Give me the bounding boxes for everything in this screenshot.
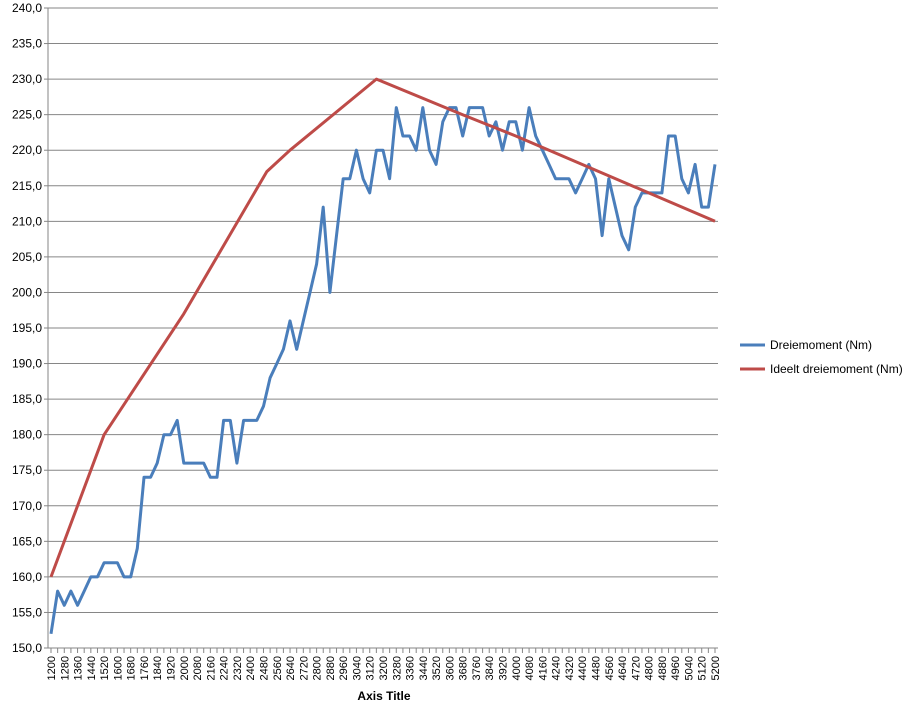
x-tick-label: 3600 bbox=[444, 656, 456, 680]
x-tick-label: 4960 bbox=[670, 656, 682, 680]
x-tick-label: 4800 bbox=[644, 656, 656, 680]
x-tick-label: 1200 bbox=[46, 656, 58, 680]
x-tick-label: 4720 bbox=[630, 656, 642, 680]
x-tick-label: 5200 bbox=[710, 656, 722, 680]
x-tick-label: 3520 bbox=[431, 656, 443, 680]
x-tick-label: 2320 bbox=[232, 656, 244, 680]
x-tick-label: 1760 bbox=[139, 656, 151, 680]
x-tick-label: 3680 bbox=[458, 656, 470, 680]
y-tick-label: 195,0 bbox=[12, 321, 42, 335]
x-tick-label: 3360 bbox=[405, 656, 417, 680]
y-tick-label: 155,0 bbox=[12, 605, 42, 619]
gridlines bbox=[48, 7, 718, 613]
x-tick-label: 4480 bbox=[590, 656, 602, 680]
x-axis-tick-labels: 1200 1280 1360 1440 1520 1600 1680 1760 1840 1920… bbox=[46, 648, 722, 680]
y-tick-label: 205,0 bbox=[12, 250, 42, 264]
y-tick-label: 225,0 bbox=[12, 108, 42, 122]
x-tick-label: 4320 bbox=[564, 656, 576, 680]
x-tick-label: 3440 bbox=[418, 656, 430, 680]
y-tick-label: 200,0 bbox=[12, 285, 42, 299]
x-tick-label: 3120 bbox=[365, 656, 377, 680]
x-tick-label: 3280 bbox=[391, 656, 403, 680]
y-tick-label: 160,0 bbox=[12, 570, 42, 584]
x-tick-label: 4160 bbox=[537, 656, 549, 680]
y-tick-label: 170,0 bbox=[12, 499, 42, 513]
x-tick-label: 4240 bbox=[551, 656, 563, 680]
x-tick-label: 4080 bbox=[524, 656, 536, 680]
legend-label-dreiemoment: Dreiemoment (Nm) bbox=[770, 338, 872, 352]
x-tick-label: 2400 bbox=[245, 656, 257, 680]
x-tick-label: 2560 bbox=[272, 656, 284, 680]
y-tick-label: 220,0 bbox=[12, 143, 42, 157]
y-tick-label: 175,0 bbox=[12, 463, 42, 477]
x-tick-label: 3040 bbox=[351, 656, 363, 680]
y-tick-label: 215,0 bbox=[12, 179, 42, 193]
series-line-ideelt-dreiemoment bbox=[49, 77, 716, 578]
axes bbox=[47, 8, 718, 649]
x-tick-label: 4000 bbox=[511, 656, 523, 680]
x-tick-label: 4400 bbox=[577, 656, 589, 680]
x-tick-label: 2640 bbox=[285, 656, 297, 680]
x-tick-label: 1360 bbox=[73, 656, 85, 680]
x-tick-label: 2480 bbox=[258, 656, 270, 680]
y-tick-label: 180,0 bbox=[12, 428, 42, 442]
series-lines bbox=[49, 77, 717, 635]
legend: Dreiemoment (Nm) Ideelt dreiemoment (Nm) bbox=[740, 338, 903, 376]
y-tick-label: 210,0 bbox=[12, 214, 42, 228]
x-tick-label: 2880 bbox=[325, 656, 337, 680]
x-tick-label: 2720 bbox=[298, 656, 310, 680]
x-tick-label: 1840 bbox=[152, 656, 164, 680]
x-tick-label: 2240 bbox=[219, 656, 231, 680]
x-tick-label: 3840 bbox=[484, 656, 496, 680]
x-tick-label: 1520 bbox=[99, 656, 111, 680]
series-line-dreiemoment bbox=[49, 106, 717, 635]
x-tick-label: 2960 bbox=[338, 656, 350, 680]
y-tick-label: 185,0 bbox=[12, 392, 42, 406]
x-tick-label: 1280 bbox=[59, 656, 71, 680]
y-axis-tick-labels: 150,0 155,0 160,0 165,0 170,0 175,0 180,0 185,0… bbox=[12, 1, 48, 655]
x-tick-label: 3920 bbox=[498, 656, 510, 680]
x-tick-label: 1600 bbox=[112, 656, 124, 680]
x-tick-label: 3200 bbox=[378, 656, 390, 680]
y-tick-label: 150,0 bbox=[12, 641, 42, 655]
x-tick-label: 2000 bbox=[179, 656, 191, 680]
x-tick-label: 2800 bbox=[312, 656, 324, 680]
x-axis-title: Axis Title bbox=[357, 689, 410, 703]
x-tick-label: 4880 bbox=[657, 656, 669, 680]
x-tick-label: 2160 bbox=[205, 656, 217, 680]
y-tick-label: 235,0 bbox=[12, 37, 42, 51]
x-tick-label: 4560 bbox=[604, 656, 616, 680]
x-tick-label: 1440 bbox=[86, 656, 98, 680]
x-tick-label: 1680 bbox=[126, 656, 138, 680]
x-tick-label: 5040 bbox=[683, 656, 695, 680]
x-tick-label: 5120 bbox=[697, 656, 709, 680]
x-tick-label: 1920 bbox=[166, 656, 178, 680]
y-tick-label: 230,0 bbox=[12, 72, 42, 86]
y-tick-label: 240,0 bbox=[12, 1, 42, 15]
x-tick-label: 2080 bbox=[192, 656, 204, 680]
legend-label-ideelt: Ideelt dreiemoment (Nm) bbox=[770, 362, 903, 376]
x-tick-label: 4640 bbox=[617, 656, 629, 680]
y-tick-label: 165,0 bbox=[12, 534, 42, 548]
y-tick-label: 190,0 bbox=[12, 357, 42, 371]
x-tick-label: 3760 bbox=[471, 656, 483, 680]
